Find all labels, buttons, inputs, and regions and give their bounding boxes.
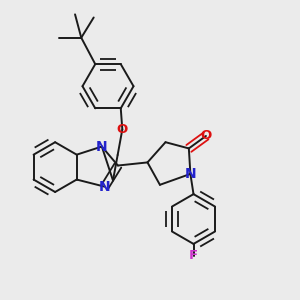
Text: O: O (200, 130, 211, 142)
Text: F: F (189, 249, 198, 262)
Text: N: N (99, 180, 111, 194)
Text: N: N (184, 167, 196, 181)
Text: O: O (117, 123, 128, 136)
Text: N: N (96, 140, 108, 154)
